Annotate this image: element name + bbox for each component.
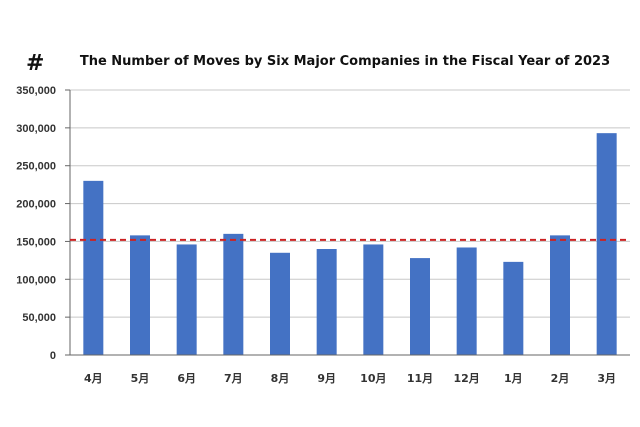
y-tick-label: 50,000 (22, 312, 56, 324)
y-tick-label: 100,000 (16, 274, 56, 286)
x-tick-label: 11月 (407, 372, 433, 385)
bar (550, 235, 570, 355)
x-tick-label: 9月 (317, 372, 336, 385)
bar (270, 252, 290, 355)
x-tick-label: 4月 (84, 372, 103, 385)
bars (83, 133, 617, 355)
bar (223, 233, 244, 355)
x-tick-label: 3月 (597, 372, 616, 385)
bar (456, 247, 477, 355)
y-tick-label: 0 (50, 350, 56, 362)
y-axis: 0 50,000 100,000 150,000 200,000 250,000 300,0… (16, 85, 71, 362)
y-tick-label: 150,000 (16, 236, 56, 248)
x-tick-label: 10月 (360, 372, 386, 385)
x-tick-label: 2月 (551, 372, 570, 385)
hash-symbol: # (26, 51, 44, 76)
y-tick-label: 250,000 (16, 161, 56, 173)
bar (363, 244, 384, 355)
bar (596, 133, 617, 355)
bar (176, 244, 197, 355)
bar (130, 235, 150, 355)
x-tick-label: 1月 (504, 372, 523, 385)
x-tick-label: 7月 (224, 372, 243, 385)
bar (316, 249, 337, 355)
y-tick-label: 300,000 (16, 123, 56, 135)
bar (83, 180, 104, 355)
y-tick-label: 200,000 (16, 199, 56, 211)
y-tick-label: 350,000 (16, 85, 56, 97)
chart-title: The Number of Moves by Six Major Compani… (80, 54, 610, 69)
bar (410, 258, 430, 355)
x-tick-label: 12月 (454, 372, 480, 385)
x-tick-label: 8月 (271, 372, 290, 385)
bar (503, 261, 524, 355)
gridlines (70, 89, 630, 318)
x-axis: 4月 5月 6月 7月 8月 9月 10月 11月 12月 1月 2月 3月 (70, 354, 630, 385)
x-tick-label: 6月 (177, 372, 196, 385)
x-tick-label: 5月 (131, 372, 150, 385)
